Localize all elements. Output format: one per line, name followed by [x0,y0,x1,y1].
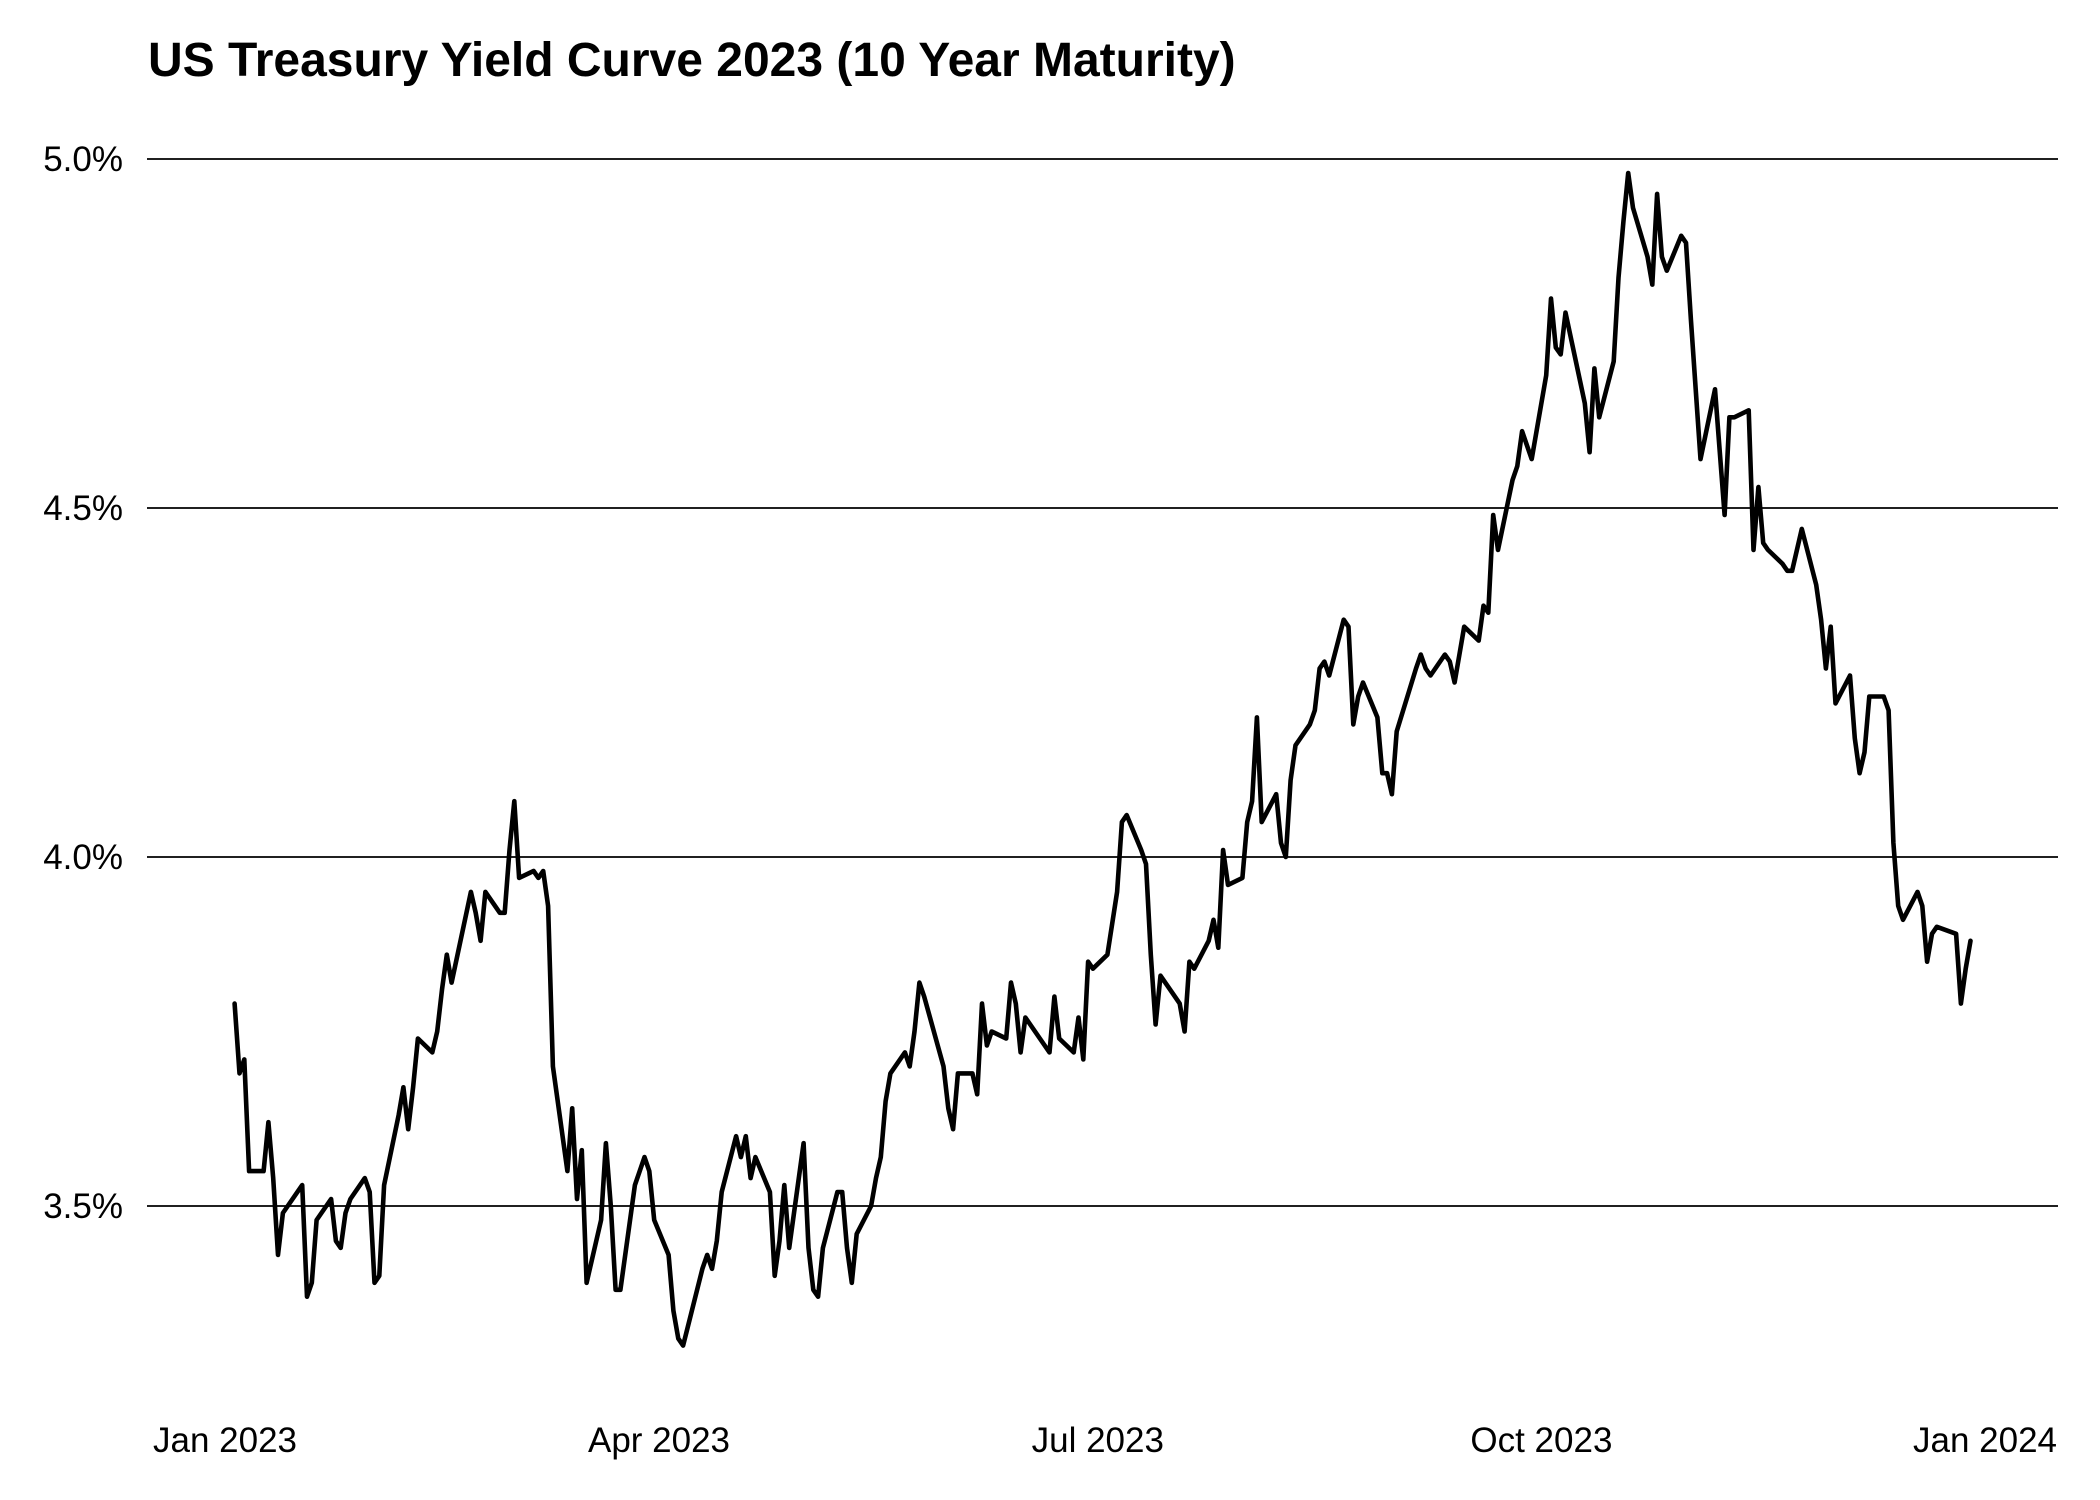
chart-title: US Treasury Yield Curve 2023 (10 Year Ma… [148,34,1236,87]
yield-line [232,170,1973,1348]
x-axis-tick-label: Jan 2023 [153,1421,297,1460]
gridline-layer [147,158,2058,1207]
series-layer [232,170,1973,1348]
x-axis-tick-label: Apr 2023 [588,1421,730,1460]
x-axis-tick-label: Oct 2023 [1470,1421,1612,1460]
y-axis-tick-label: 4.5% [43,489,123,528]
y-axis-tick-label: 5.0% [43,140,123,179]
x-axis-tick-label: Jan 2024 [1913,1421,2057,1460]
y-axis-tick-label: 3.5% [43,1187,123,1226]
y-axis-tick-label: 4.0% [43,838,123,877]
axis-label-layer: 5.0% 4.5% 4.0% 3.5% Jan 2023 Apr 2023 Jul 2023… [43,140,2057,1460]
x-axis-tick-label: Jul 2023 [1032,1421,1164,1460]
